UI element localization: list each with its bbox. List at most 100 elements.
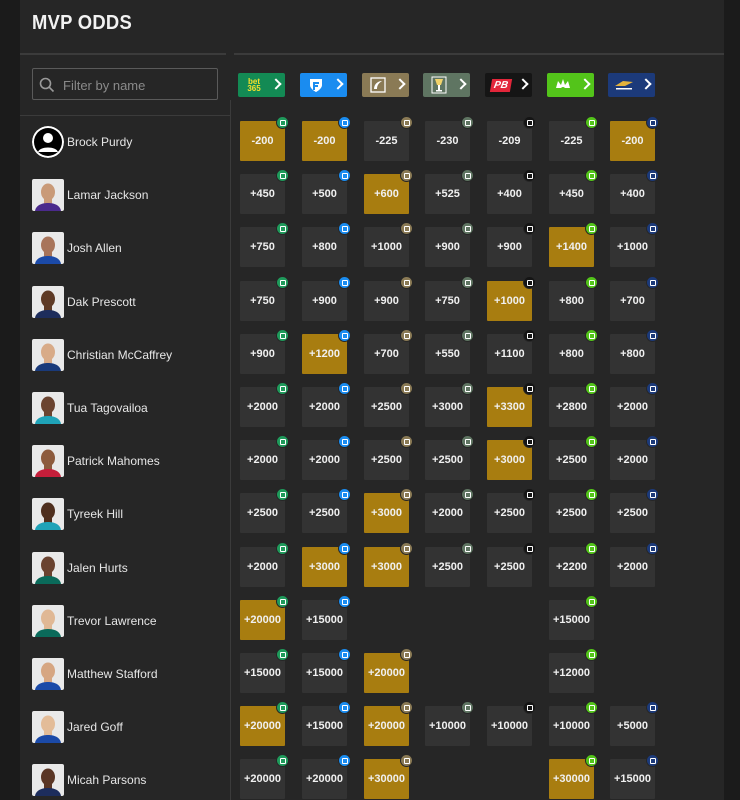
odds-cell[interactable]: +2000 — [240, 435, 289, 481]
odds-cell[interactable]: +900 — [425, 222, 474, 268]
odds-cell[interactable]: +450 — [240, 169, 289, 215]
external-link-icon[interactable] — [646, 275, 659, 289]
odds-cell[interactable]: -200 — [240, 116, 289, 161]
external-link-icon[interactable] — [646, 382, 659, 395]
player-row[interactable]: Christian McCaffrey — [32, 338, 222, 373]
external-link-icon[interactable] — [338, 541, 351, 555]
player-row[interactable]: Tyreek Hill — [32, 498, 222, 532]
external-link-icon[interactable] — [461, 169, 474, 183]
external-link-icon[interactable] — [338, 169, 351, 183]
odds-cell[interactable]: +800 — [549, 275, 598, 321]
player-row[interactable]: Dak Prescott — [32, 285, 222, 320]
external-link-icon[interactable] — [461, 116, 474, 129]
odds-cell[interactable]: +20000 — [240, 754, 289, 800]
external-link-icon[interactable] — [400, 754, 413, 768]
external-link-icon[interactable] — [400, 648, 413, 661]
external-link-icon[interactable] — [400, 435, 413, 449]
external-link-icon[interactable] — [646, 328, 659, 342]
odds-cell[interactable]: +600 — [364, 169, 413, 215]
player-row[interactable]: Matthew Stafford — [32, 658, 222, 692]
external-link-icon[interactable] — [523, 328, 536, 342]
odds-cell[interactable]: +2000 — [240, 382, 289, 427]
odds-cell[interactable]: +900 — [240, 328, 289, 374]
external-link-icon[interactable] — [585, 648, 598, 661]
external-link-icon[interactable] — [523, 541, 536, 555]
external-link-icon[interactable] — [646, 116, 659, 129]
player-row[interactable]: Josh Allen — [32, 232, 222, 266]
search-input[interactable] — [61, 69, 215, 101]
odds-cell[interactable]: +12000 — [549, 648, 598, 693]
odds-cell[interactable]: +15000 — [302, 701, 351, 747]
external-link-icon[interactable] — [646, 488, 659, 502]
odds-cell[interactable]: +1200 — [302, 328, 351, 374]
odds-cell[interactable]: +30000 — [364, 754, 413, 800]
odds-cell[interactable]: +900 — [364, 275, 413, 321]
odds-cell[interactable]: +5000 — [610, 701, 659, 747]
odds-cell[interactable]: +1000 — [610, 222, 659, 268]
external-link-icon[interactable] — [585, 169, 598, 183]
sportsbook-button-bet365[interactable]: bet 365 — [238, 73, 285, 97]
odds-cell[interactable]: +10000 — [425, 701, 474, 747]
odds-cell[interactable]: +750 — [240, 275, 289, 321]
external-link-icon[interactable] — [338, 222, 351, 236]
external-link-icon[interactable] — [523, 488, 536, 502]
odds-cell[interactable]: +2000 — [425, 488, 474, 534]
odds-cell[interactable]: +400 — [610, 169, 659, 215]
external-link-icon[interactable] — [400, 222, 413, 236]
external-link-icon[interactable] — [461, 701, 474, 715]
odds-cell[interactable]: +2500 — [425, 541, 474, 587]
odds-cell[interactable]: -200 — [610, 116, 659, 161]
external-link-icon[interactable] — [646, 435, 659, 449]
external-link-icon[interactable] — [523, 275, 536, 289]
external-link-icon[interactable] — [585, 541, 598, 555]
external-link-icon[interactable] — [646, 169, 659, 183]
odds-cell[interactable]: +2000 — [610, 382, 659, 427]
odds-cell[interactable]: +2000 — [240, 541, 289, 587]
odds-cell[interactable]: +400 — [487, 169, 536, 215]
external-link-icon[interactable] — [338, 328, 351, 342]
odds-cell[interactable]: +2000 — [302, 435, 351, 481]
odds-cell[interactable]: +900 — [487, 222, 536, 268]
external-link-icon[interactable] — [338, 594, 351, 608]
search-box[interactable] — [32, 68, 218, 101]
external-link-icon[interactable] — [585, 382, 598, 395]
odds-cell[interactable]: +15000 — [302, 648, 351, 693]
external-link-icon[interactable] — [461, 541, 474, 555]
odds-cell[interactable]: +700 — [364, 328, 413, 374]
odds-cell[interactable]: +525 — [425, 169, 474, 215]
odds-cell[interactable]: +2000 — [610, 435, 659, 481]
odds-cell[interactable]: -200 — [302, 116, 351, 161]
external-link-icon[interactable] — [338, 435, 351, 449]
external-link-icon[interactable] — [276, 116, 289, 129]
odds-cell[interactable]: +2500 — [487, 488, 536, 534]
external-link-icon[interactable] — [338, 275, 351, 289]
odds-cell[interactable]: +900 — [302, 275, 351, 321]
external-link-icon[interactable] — [400, 169, 413, 183]
external-link-icon[interactable] — [276, 541, 289, 555]
external-link-icon[interactable] — [523, 701, 536, 715]
external-link-icon[interactable] — [523, 116, 536, 129]
external-link-icon[interactable] — [585, 328, 598, 342]
external-link-icon[interactable] — [461, 488, 474, 502]
odds-cell[interactable]: +450 — [549, 169, 598, 215]
external-link-icon[interactable] — [276, 648, 289, 661]
odds-cell[interactable]: +2500 — [240, 488, 289, 534]
odds-cell[interactable]: +10000 — [549, 701, 598, 747]
external-link-icon[interactable] — [338, 488, 351, 502]
external-link-icon[interactable] — [400, 275, 413, 289]
external-link-icon[interactable] — [400, 701, 413, 715]
sportsbook-button-wynnbet[interactable] — [608, 73, 655, 97]
external-link-icon[interactable] — [585, 435, 598, 449]
odds-cell[interactable]: +1400 — [549, 222, 598, 268]
odds-cell[interactable]: +2200 — [549, 541, 598, 587]
external-link-icon[interactable] — [276, 435, 289, 449]
odds-cell[interactable]: +15000 — [240, 648, 289, 693]
odds-cell[interactable]: +20000 — [240, 594, 289, 640]
odds-cell[interactable]: +750 — [425, 275, 474, 321]
external-link-icon[interactable] — [646, 701, 659, 715]
odds-cell[interactable]: +550 — [425, 328, 474, 374]
odds-cell[interactable]: +700 — [610, 275, 659, 321]
external-link-icon[interactable] — [585, 594, 598, 608]
odds-cell[interactable]: +20000 — [240, 701, 289, 747]
odds-cell[interactable]: +800 — [549, 328, 598, 374]
